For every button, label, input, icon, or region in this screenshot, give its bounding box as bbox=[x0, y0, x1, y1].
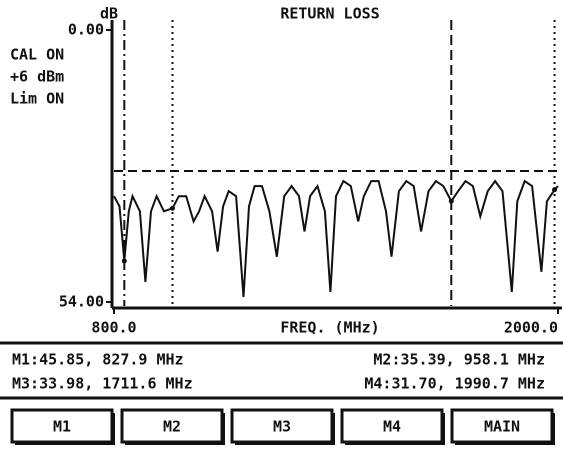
softkey-face bbox=[230, 408, 334, 444]
softkey-label: M4 bbox=[383, 418, 401, 436]
x-axis-label: FREQ. (MHz) bbox=[280, 319, 379, 337]
status-text: CAL ON bbox=[10, 46, 64, 64]
softkey[interactable]: MAIN bbox=[450, 408, 555, 445]
softkey[interactable]: M2 bbox=[120, 408, 225, 445]
marker-readout: M1:45.85, 827.9 MHz bbox=[12, 351, 184, 369]
softkey[interactable]: M3 bbox=[230, 408, 335, 445]
marker-readout: M4:31.70, 1990.7 MHz bbox=[364, 375, 545, 393]
status-text: +6 dBm bbox=[10, 68, 64, 86]
x-tick-label: 800.0 bbox=[91, 319, 136, 337]
marker-readout: M3:33.98, 1711.6 MHz bbox=[12, 375, 193, 393]
softkey-label: M1 bbox=[53, 418, 71, 436]
softkey-label: MAIN bbox=[484, 418, 520, 436]
status-text: Lim ON bbox=[10, 90, 64, 108]
y-tick-label: 0.00 bbox=[68, 21, 104, 39]
softkey-label: M3 bbox=[273, 418, 291, 436]
y-axis-label: dB bbox=[100, 5, 118, 23]
softkey-face bbox=[340, 408, 444, 444]
y-tick-label: 54.00 bbox=[59, 293, 104, 311]
marker-readout: M2:35.39, 958.1 MHz bbox=[373, 351, 545, 369]
softkey-face bbox=[10, 408, 114, 444]
softkey-label: M2 bbox=[163, 418, 181, 436]
softkey[interactable]: M1 bbox=[10, 408, 115, 445]
trace bbox=[113, 179, 559, 298]
chart-title: RETURN LOSS bbox=[280, 5, 379, 23]
x-tick-label: 2000.0 bbox=[504, 319, 558, 337]
softkey-face bbox=[120, 408, 224, 444]
softkey-face bbox=[450, 408, 554, 444]
softkey[interactable]: M4 bbox=[340, 408, 445, 445]
